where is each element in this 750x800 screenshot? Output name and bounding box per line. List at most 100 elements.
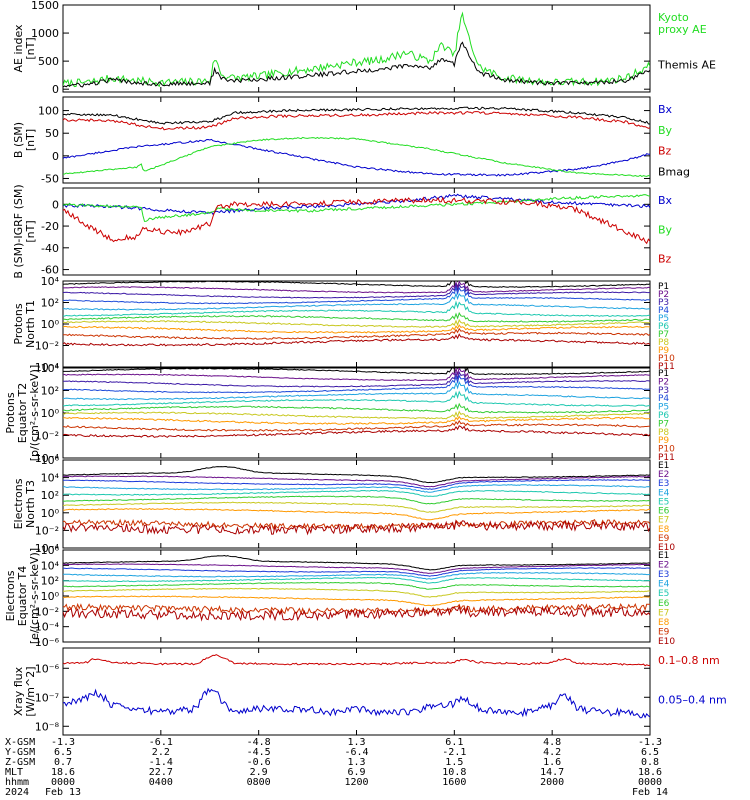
y-tick-label: 10⁻² <box>35 524 59 537</box>
footer-value: 0000 <box>638 777 662 788</box>
y-tick-label: 10² <box>41 575 59 588</box>
legend-label: E4 <box>658 488 670 498</box>
legend-label: E10 <box>658 637 675 647</box>
y-axis-label: Equator T2 <box>16 383 29 443</box>
y-tick-label: 10⁴ <box>41 559 60 572</box>
legend-label: P4 <box>658 306 669 316</box>
y-tick-label: 0 <box>52 83 59 96</box>
series-line-bsm-2 <box>63 136 650 177</box>
series-line-electrons_equator-10 <box>63 604 650 622</box>
series-line-protons_north-4 <box>63 286 650 305</box>
footer-value: -6.4 <box>344 747 368 758</box>
series-group <box>63 11 650 88</box>
legend-label: Themis AE <box>657 59 716 72</box>
legend-label: E1 <box>658 461 669 471</box>
y-axis-label: North T1 <box>24 300 37 348</box>
legend-label: P5 <box>658 403 669 413</box>
series-line-protons_north-3 <box>63 282 650 299</box>
footer-row-label: X-GSM <box>5 737 35 748</box>
legend-label: E5 <box>658 589 669 599</box>
y-tick-label: -50 <box>41 172 59 185</box>
series-group <box>63 193 650 245</box>
panel-protons_north: 10⁻⁴ 10⁻² 10⁰ 10² 10⁴ Protons North T1 P1P2P3P4… <box>12 275 675 374</box>
y-tick-label: 10⁻⁴ <box>35 361 60 374</box>
series-group <box>63 654 650 719</box>
series-line-electrons_equator-1 <box>63 554 650 571</box>
y-tick-label: 0 <box>52 150 59 163</box>
y-axis-label: Xray flux <box>12 666 25 716</box>
legend-label: P5 <box>658 314 669 324</box>
legend-label: P9 <box>658 436 669 446</box>
y-axis-label: B (SM)-IGRF (SM) <box>12 184 25 278</box>
legend-label: E6 <box>658 507 670 517</box>
y-axis-label: North T3 <box>24 480 37 528</box>
series-line-protons_equator-4 <box>63 374 650 394</box>
legend-label: P1 <box>658 282 669 292</box>
y-tick-label: 10² <box>41 385 59 398</box>
legend-label: E8 <box>658 525 670 535</box>
series-line-electrons_equator-3 <box>63 567 650 577</box>
footer-row-label: Y-GSM <box>5 747 35 758</box>
footer-value: 1600 <box>442 777 466 788</box>
y-tick-label: 10⁻⁶ <box>35 636 60 649</box>
y-axis-label: [nT] <box>24 220 37 242</box>
legend-label: E2 <box>658 470 669 480</box>
series-line-protons_equator-3 <box>63 370 650 388</box>
y-tick-label: 10⁻⁴ <box>35 621 60 634</box>
series-line-protons_equator-7 <box>63 402 650 414</box>
legend-label: Kyoto <box>658 11 689 24</box>
legend-label: P3 <box>658 386 669 396</box>
legend-label: P10 <box>658 445 675 455</box>
series-line-bsm-4 <box>63 106 650 125</box>
footer-value: 0000 <box>51 777 75 788</box>
y-tick-label: 10⁻⁴ <box>35 542 60 555</box>
series-line-protons_equator-6 <box>63 390 650 407</box>
footer-value: Feb 13 <box>45 787 81 798</box>
series-line-xray-2 <box>63 687 650 719</box>
footer-value: -1.3 <box>51 737 75 748</box>
y-axis-label: Equator T4 <box>16 566 29 626</box>
panel-bsm_igrf: -60 -40 -20 0 B (SM)-IGRF (SM) [nT] Bx By Bz <box>12 184 673 278</box>
footer-value: 18.6 <box>638 767 662 778</box>
footer-value: 4.8 <box>543 737 561 748</box>
y-axis-label: Protons <box>4 392 17 433</box>
legend-label: P4 <box>658 394 669 404</box>
y-tick-label: 10⁴ <box>41 472 60 485</box>
footer-value: 6.9 <box>347 767 365 778</box>
legend-label: P7 <box>658 330 669 340</box>
footer-value: -4.5 <box>247 747 271 758</box>
panel-electrons_equator: 10⁻⁶ 10⁻⁴ 10⁻² 10⁰ 10² 10⁴ 10⁶ Electrons Equator… <box>4 544 675 649</box>
y-tick-label: -40 <box>41 242 59 255</box>
legend-label: P7 <box>658 419 669 429</box>
footer-value: 18.6 <box>51 767 75 778</box>
legend-label: 0.1–0.8 nm <box>658 654 720 667</box>
footer-row-label: hhmm <box>5 777 29 788</box>
series-line-protons_equator-10 <box>63 419 650 432</box>
series-line-protons_equator-1 <box>63 368 650 376</box>
legend-label: 0.05–0.4 nm <box>658 694 727 707</box>
y-tick-label: 50 <box>45 127 59 140</box>
y-tick-label: 10⁻⁸ <box>35 720 60 733</box>
series-group <box>63 554 650 622</box>
legend-label: E9 <box>658 627 670 637</box>
y-tick-label: -60 <box>41 264 59 277</box>
legend-label: Bz <box>658 145 672 158</box>
series-line-electrons_north-1 <box>63 465 650 484</box>
series-line-electrons_equator-9 <box>63 602 650 615</box>
footer-value: 4.2 <box>543 747 561 758</box>
y-tick-label: 10⁻⁴ <box>35 452 60 465</box>
footer-value: 1.3 <box>347 737 365 748</box>
legend-label: By <box>658 124 673 137</box>
legend-label: P3 <box>658 298 669 308</box>
series-line-xray-1 <box>63 654 650 667</box>
legend-label: proxy AE <box>658 23 707 36</box>
legend-label: P8 <box>658 428 669 438</box>
legend-label: E1 <box>658 551 669 561</box>
series-line-protons_north-1 <box>63 281 650 288</box>
legend-label: Bx <box>658 194 673 207</box>
series-line-bsm_igrf-2 <box>63 194 650 222</box>
footer-value: 2.9 <box>250 767 268 778</box>
footer-value: 2000 <box>540 777 564 788</box>
y-tick-label: 10⁰ <box>41 507 60 520</box>
